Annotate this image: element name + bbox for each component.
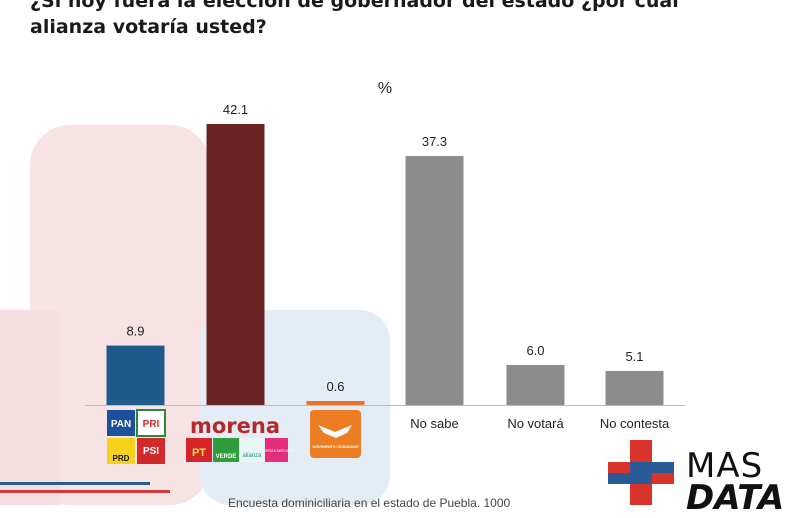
logo-fuerza (265, 438, 288, 462)
bar-chart: % 8.9 42.1 0.6 37.3 No sabe 6.0 No votará 5.1 No… (85, 80, 685, 464)
bg-line-red (0, 490, 170, 493)
brand-data: DATA (686, 478, 785, 518)
bg-line-blue (0, 482, 150, 485)
brand-logo: MAS DATA (600, 440, 800, 518)
bar-1 (106, 345, 165, 405)
bar-5 (506, 364, 565, 405)
logo-verde (213, 438, 239, 462)
logo-psi (137, 438, 165, 464)
logo-pri (136, 409, 166, 437)
eagle-icon (318, 425, 352, 438)
category-label-6: No contesta (600, 416, 670, 431)
question-line-2: alianza votaría usted? (30, 16, 267, 38)
category-label-5: No votará (507, 416, 564, 431)
logo-morena-coalition: morena PT VERDE alianza FUERZA MÉXICO (186, 414, 293, 462)
question-title: ¿Si hoy fuera la elección de gobernador … (30, 0, 750, 40)
logo-mc-text: MOVIMIENTO CIUDADANO (312, 445, 358, 449)
logo-movimiento-ciudadano: MOVIMIENTO CIUDADANO (310, 410, 361, 458)
value-label-2: 42.1 (223, 102, 248, 117)
unit-label: % (378, 80, 392, 97)
logo-morena: morena (190, 414, 280, 438)
bar-2 (206, 124, 265, 405)
logo-pt (186, 438, 212, 462)
logo-nueva-alianza-text: alianza (242, 453, 262, 459)
logo-verde-text: VERDE (216, 454, 237, 460)
logo-pan (107, 410, 135, 436)
value-label-1: 8.9 (126, 324, 144, 339)
plus-cross-icon (608, 440, 674, 505)
logo-fuerza-text: FUERZA MÉXICO (260, 448, 293, 453)
bar-3 (306, 400, 365, 405)
bar-6 (605, 370, 664, 405)
value-label-6: 5.1 (625, 349, 643, 364)
logo-prd-text: PRD (113, 454, 130, 463)
logo-pan-pri-prd-psi: PAN PRI PRD PSI (107, 409, 166, 464)
bg-shape-pink-2 (0, 310, 60, 505)
logo-pri-text: PRI (143, 419, 160, 430)
logo-nueva-alianza (240, 438, 264, 462)
question-line-1: ¿Si hoy fuera la elección de gobernador … (30, 0, 679, 12)
logo-pt-text: PT (192, 447, 206, 459)
brand-mas: MAS (686, 446, 764, 486)
value-label-4: 37.3 (422, 134, 447, 149)
logo-pan-text: PAN (111, 419, 131, 430)
value-label-3: 0.6 (326, 379, 344, 394)
logo-psi-text: PSI (143, 446, 159, 457)
footnote: Encuesta dominiciliaria en el estado de … (228, 496, 511, 510)
bar-4 (405, 156, 464, 405)
logo-prd (107, 438, 135, 464)
category-label-4: No sabe (410, 416, 458, 431)
value-label-5: 6.0 (526, 343, 544, 358)
